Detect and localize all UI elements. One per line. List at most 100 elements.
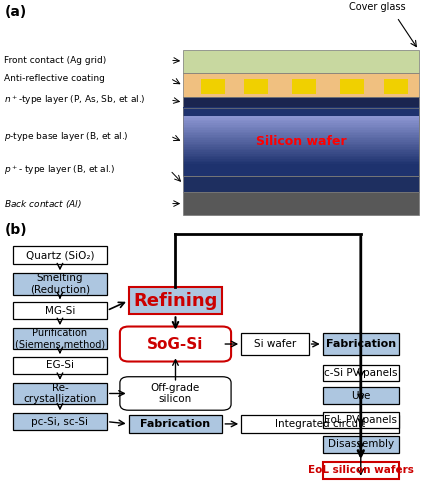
FancyBboxPatch shape: [129, 415, 222, 433]
Bar: [183, 114, 419, 116]
Text: EG-Si: EG-Si: [46, 360, 74, 370]
Bar: [183, 154, 419, 156]
Bar: [183, 160, 419, 162]
Bar: [183, 121, 419, 123]
Bar: [183, 131, 419, 134]
Bar: [183, 122, 419, 125]
Text: Disassembly: Disassembly: [328, 440, 394, 450]
Bar: [183, 143, 419, 146]
Bar: [183, 136, 419, 138]
Text: Silicon wafer: Silicon wafer: [255, 136, 346, 148]
FancyBboxPatch shape: [13, 302, 107, 319]
FancyBboxPatch shape: [13, 383, 107, 404]
Bar: [244, 80, 268, 94]
Bar: [183, 110, 419, 113]
Bar: [384, 80, 408, 94]
Text: EoL PV panels: EoL PV panels: [324, 415, 397, 425]
Bar: [183, 134, 419, 137]
Text: Si wafer: Si wafer: [254, 339, 296, 349]
Text: $\mathit{Back\ contact}$ (Al): $\mathit{Back\ contact}$ (Al): [4, 198, 82, 209]
Text: Refining: Refining: [133, 292, 218, 310]
Bar: [183, 108, 419, 176]
Text: (a): (a): [4, 5, 27, 19]
Bar: [183, 158, 419, 161]
Bar: [183, 128, 419, 130]
Bar: [183, 133, 419, 135]
FancyBboxPatch shape: [120, 376, 231, 410]
Bar: [183, 146, 419, 149]
Bar: [183, 50, 419, 74]
Bar: [201, 80, 225, 94]
Text: Re-
crystallization: Re- crystallization: [23, 382, 97, 404]
Text: Smelting
(Reduction): Smelting (Reduction): [30, 273, 90, 294]
Bar: [183, 164, 419, 166]
Bar: [183, 167, 419, 170]
Text: pc-Si, sc-Si: pc-Si, sc-Si: [31, 416, 89, 426]
FancyBboxPatch shape: [323, 412, 399, 428]
Bar: [183, 166, 419, 168]
Bar: [183, 145, 419, 147]
Bar: [183, 124, 419, 126]
Text: Front contact (Ag grid): Front contact (Ag grid): [4, 56, 107, 64]
FancyBboxPatch shape: [13, 274, 107, 294]
FancyBboxPatch shape: [323, 462, 399, 478]
Bar: [183, 152, 419, 154]
Bar: [183, 107, 419, 110]
Bar: [183, 172, 419, 174]
Text: Purification
(Siemens method): Purification (Siemens method): [15, 328, 105, 349]
Bar: [183, 109, 419, 111]
Bar: [183, 170, 419, 172]
Bar: [183, 138, 419, 140]
Bar: [183, 150, 419, 152]
FancyBboxPatch shape: [323, 388, 399, 404]
Bar: [183, 108, 419, 176]
Bar: [183, 140, 419, 142]
Bar: [292, 80, 316, 94]
Text: Fabrication: Fabrication: [326, 339, 396, 349]
Bar: [183, 174, 419, 176]
Text: (b): (b): [4, 223, 27, 237]
FancyBboxPatch shape: [129, 287, 222, 314]
Bar: [340, 80, 364, 94]
Text: Off-grade
silicon: Off-grade silicon: [151, 382, 200, 404]
Text: $p^+$- type layer (B, et al.): $p^+$- type layer (B, et al.): [4, 164, 116, 177]
FancyBboxPatch shape: [323, 436, 399, 453]
Bar: [183, 169, 419, 171]
Bar: [183, 155, 419, 158]
Text: Integrated circuit: Integrated circuit: [275, 419, 365, 429]
Text: Use: Use: [351, 391, 371, 401]
FancyBboxPatch shape: [241, 415, 399, 433]
Text: Anti-reflective coating: Anti-reflective coating: [4, 74, 105, 83]
Text: MG-Si: MG-Si: [45, 306, 75, 316]
Text: EoL silicon wafers: EoL silicon wafers: [308, 466, 414, 475]
FancyBboxPatch shape: [13, 414, 107, 430]
Bar: [183, 162, 419, 164]
FancyBboxPatch shape: [13, 246, 107, 264]
FancyBboxPatch shape: [323, 364, 399, 382]
Text: SoG-Si: SoG-Si: [147, 336, 204, 351]
Bar: [183, 192, 419, 216]
Bar: [183, 74, 419, 97]
Bar: [183, 126, 419, 128]
FancyBboxPatch shape: [323, 332, 399, 355]
Bar: [183, 116, 419, 118]
Text: $n^+$-type layer (P, As, Sb, et al.): $n^+$-type layer (P, As, Sb, et al.): [4, 93, 146, 106]
Text: $p$-type base layer (B, et al.): $p$-type base layer (B, et al.): [4, 130, 129, 142]
Bar: [183, 176, 419, 192]
FancyBboxPatch shape: [13, 328, 107, 349]
Bar: [183, 148, 419, 150]
Bar: [183, 119, 419, 122]
Bar: [183, 130, 419, 132]
Bar: [183, 112, 419, 114]
FancyBboxPatch shape: [120, 326, 231, 362]
Text: Cover glass: Cover glass: [349, 2, 405, 12]
Bar: [183, 157, 419, 159]
Bar: [183, 142, 419, 144]
Text: Quartz (SiO₂): Quartz (SiO₂): [26, 250, 94, 260]
FancyBboxPatch shape: [241, 332, 309, 355]
Text: Fabrication: Fabrication: [140, 419, 211, 429]
Bar: [183, 97, 419, 108]
Bar: [183, 118, 419, 120]
Text: c-Si PV panels: c-Si PV panels: [324, 368, 398, 378]
FancyBboxPatch shape: [13, 357, 107, 374]
